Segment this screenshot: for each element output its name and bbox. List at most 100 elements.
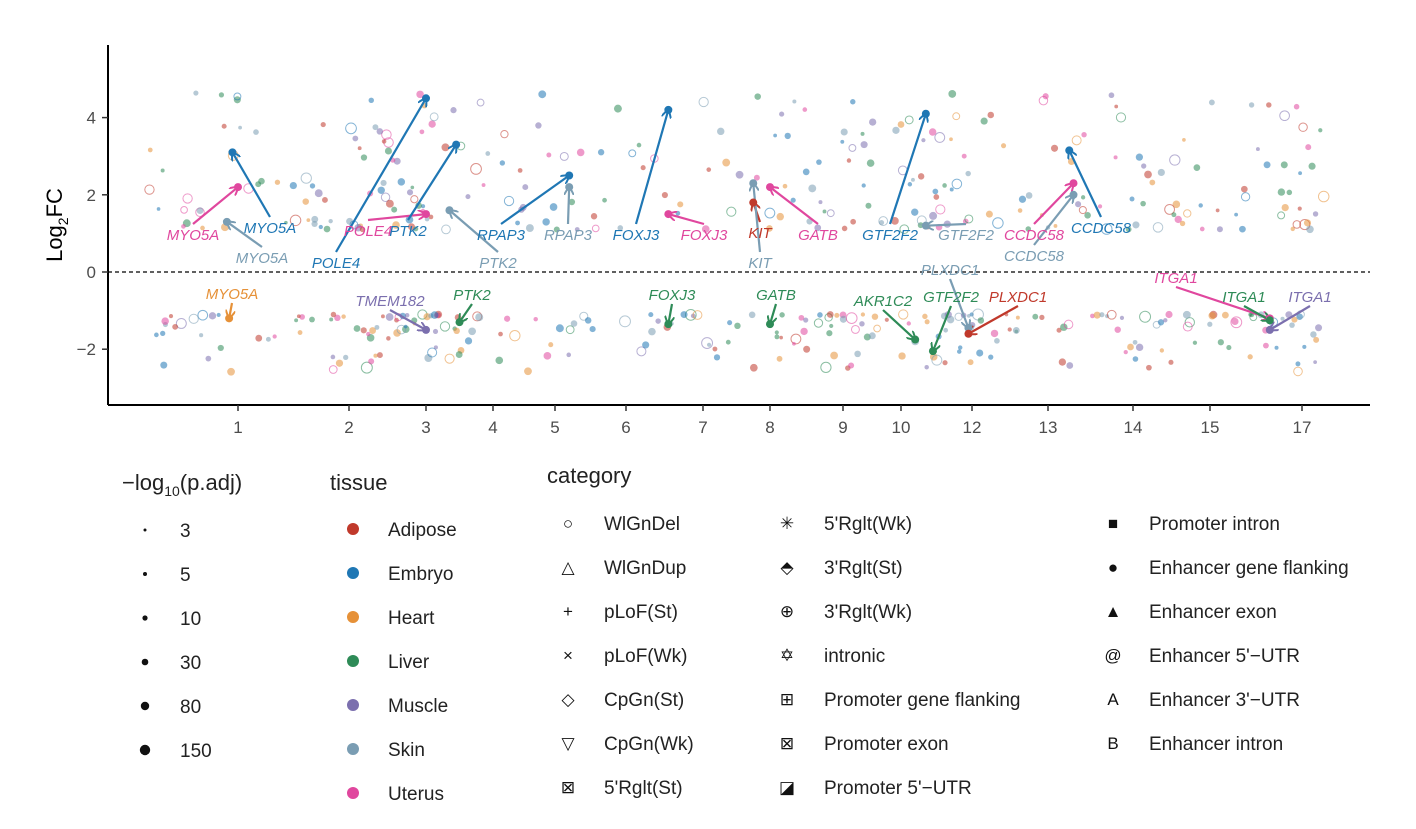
x-tick-label: 10 xyxy=(892,418,911,437)
highlight-point xyxy=(222,217,231,226)
x-tick-label: 7 xyxy=(698,418,707,437)
data-point xyxy=(648,327,656,336)
annotation-label: PTK2 xyxy=(389,223,427,240)
data-point xyxy=(1305,144,1312,151)
data-point xyxy=(943,327,949,333)
data-point xyxy=(553,226,560,233)
annotation-arrow xyxy=(948,278,968,328)
data-point xyxy=(1144,170,1152,179)
annotation-label: AKR1C2 xyxy=(853,293,913,310)
data-point xyxy=(980,117,988,125)
data-point xyxy=(193,90,199,96)
data-point xyxy=(1295,361,1301,367)
data-point xyxy=(1182,310,1191,319)
data-point xyxy=(1221,311,1229,319)
category-legend-glyph: ● xyxy=(1108,558,1118,577)
data-point xyxy=(499,160,506,166)
y-ticks: −2 0 2 4 xyxy=(77,109,108,359)
y-tick-label: 2 xyxy=(87,186,96,205)
data-point xyxy=(1097,204,1103,209)
annotation-arrow xyxy=(968,305,1019,334)
data-point xyxy=(946,315,955,324)
data-point xyxy=(328,218,333,224)
category-legend-glyph: A xyxy=(1107,690,1119,709)
data-point xyxy=(1149,179,1156,186)
data-point xyxy=(722,158,731,167)
category-legend-glyph: ✳ xyxy=(780,514,794,533)
data-point xyxy=(373,353,378,358)
data-point xyxy=(299,314,305,320)
data-point xyxy=(1179,220,1186,227)
highlight-point xyxy=(445,206,454,215)
data-point xyxy=(949,137,953,142)
data-point xyxy=(1198,203,1203,208)
data-point xyxy=(1146,364,1152,371)
data-point xyxy=(1208,312,1216,320)
data-point xyxy=(1081,132,1087,138)
x-tick-label: 15 xyxy=(1201,418,1220,437)
highlight-point xyxy=(911,335,920,344)
size-legend-label: 80 xyxy=(180,697,201,718)
data-point xyxy=(161,317,169,325)
data-point xyxy=(967,359,974,366)
data-point xyxy=(323,225,331,233)
data-point xyxy=(906,321,911,326)
data-point xyxy=(924,319,930,325)
data-point xyxy=(568,198,576,206)
highlight-point xyxy=(766,183,774,192)
data-point xyxy=(393,157,401,165)
size-legend-label: 3 xyxy=(180,521,191,542)
data-point xyxy=(640,165,646,171)
data-point xyxy=(648,312,654,318)
data-point xyxy=(172,323,179,330)
data-point xyxy=(199,333,204,338)
annotation-arrow xyxy=(753,183,762,253)
data-point xyxy=(850,99,856,105)
data-point xyxy=(320,121,326,128)
data-point xyxy=(265,336,271,342)
data-point xyxy=(1165,310,1173,319)
annotation-label: PTK2 xyxy=(479,255,517,272)
size-legend-label: 150 xyxy=(180,741,212,762)
x-ticks: 1 2 3 4 5 6 7 8 9 10 12 13 14 15 17 xyxy=(233,405,1311,437)
tissue-legend-label: Muscle xyxy=(388,696,448,717)
data-point xyxy=(406,189,414,196)
x-tick-label: 4 xyxy=(488,418,497,437)
data-point xyxy=(1099,312,1105,318)
category-legend-glyph: ◇ xyxy=(561,690,575,709)
data-point xyxy=(1234,212,1239,217)
data-point xyxy=(1184,317,1195,328)
data-point xyxy=(1193,164,1201,171)
data-point xyxy=(574,227,580,232)
category-legend-glyph: ■ xyxy=(1108,514,1118,533)
data-point xyxy=(911,208,919,216)
data-point xyxy=(800,327,808,336)
data-point xyxy=(517,168,523,173)
data-point xyxy=(546,152,552,158)
data-point xyxy=(294,318,299,323)
data-point xyxy=(341,314,346,319)
annotation-arrow xyxy=(449,210,499,253)
annotation-label: PLXDC1 xyxy=(989,289,1047,306)
x-tick-label: 1 xyxy=(233,418,242,437)
data-point xyxy=(381,129,392,140)
x-tick-label: 12 xyxy=(963,418,982,437)
category-legend-label: pLoF(Wk) xyxy=(604,646,687,667)
annotation-arrow xyxy=(232,152,271,218)
data-point xyxy=(504,315,511,322)
data-point xyxy=(1017,208,1023,213)
data-point xyxy=(816,159,822,165)
category-legend-label: WlGnDel xyxy=(604,514,680,535)
data-point xyxy=(613,104,622,113)
data-point xyxy=(368,97,374,104)
data-point xyxy=(160,168,165,173)
data-point xyxy=(1140,200,1146,207)
data-point xyxy=(314,189,323,198)
size-legend-dot xyxy=(143,572,147,576)
data-point xyxy=(376,352,383,359)
data-point xyxy=(329,317,334,322)
data-point xyxy=(380,314,385,319)
data-point xyxy=(1217,339,1224,346)
data-point xyxy=(790,197,796,203)
highlight-point xyxy=(749,179,758,188)
